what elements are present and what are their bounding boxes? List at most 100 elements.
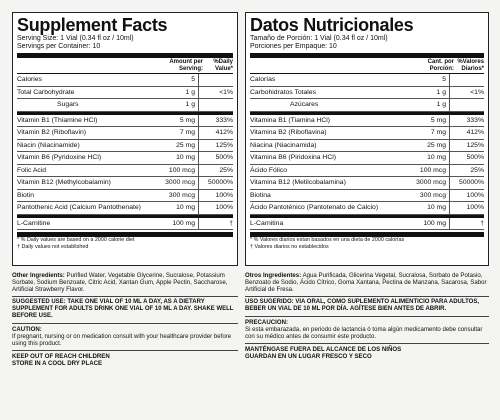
caution-label: PRECAUCION: [245,319,288,326]
nutrient-row: Vitamina B2 (Riboflavina) 7 mg 412% [250,127,484,140]
nutrient-dv: 25% [449,164,484,176]
nutrient-row: Total Carbohydrate 1 g <1% [17,86,233,99]
nutrient-name: Carbohidratos Totales [250,88,316,96]
nutrient-row: Biotina 300 mcg 100% [250,189,484,202]
nutrient-name: Vitamin B1 (Thiamine HCl) [17,116,98,124]
footnote: * % Daily values are based on a 2000 cal… [17,237,135,243]
storage: KEEP OUT OF REACH CHILDREN STORE IN A COO… [12,351,238,367]
footnote: † Valores diarios no establecidos [250,243,329,250]
nutrient-amount: 10 mg [427,154,446,161]
nutrient-row: L-Carnitine 100 mg † [17,217,233,230]
nutrient-row: Sugars 1 g [17,99,233,112]
rule [17,214,233,218]
panel-title: Supplement Facts [17,15,168,35]
storage-line: STORE IN A COOL DRY PLACE [12,360,103,367]
nutrient-dv [449,99,484,111]
nutrient-dv: <1% [449,86,484,98]
nutrient-dv: 25% [198,164,233,176]
ingredients-label: Otros Ingredientes: [245,272,302,279]
nutrient-dv [449,74,484,86]
nutrient-dv: 50000% [449,177,484,189]
nutrient-name: Biotina [250,191,271,199]
nutrient-row: Biotin 300 mcg 100% [17,189,233,202]
facts-panel: Supplement Facts Serving Size: 1 Vial (0.… [12,12,238,266]
serving-size: Serving Size: 1 Vial (0.34 fl oz / 10ml) [17,35,134,42]
nutrient-name: Azúcares [290,101,319,108]
nutrient-name: Total Carbohydrate [17,88,75,96]
nutrient-dv: 500% [198,152,233,164]
nutrient-amount: 3000 mcg [416,179,446,186]
nutrient-name: L-Carnitina [250,219,284,227]
nutrient-row: Vitamina B12 (Metilcobalamina) 3000 mcg 50… [250,177,484,190]
nutrient-amount: 25 mg [427,141,446,149]
ingredients: Otros Ingredientes: Agua Purificada, Gli… [245,270,489,297]
storage: MANTÉNGASE FUERA DEL ALCANCE DE LOS NIÑO… [245,344,489,360]
info-column: Other Ingredients: Purified Water, Veget… [12,270,238,367]
nutrient-amount: 10 mg [176,154,195,161]
nutrient-amount: 5 [442,76,446,83]
nutrient-dv: 100% [198,202,233,214]
nutrient-dv: 100% [198,189,233,201]
nutrient-dv: 412% [198,127,233,139]
nutrient-amount: 1 g [436,101,446,108]
nutrient-row: Ácido Pantoténico (Pantotenato de Calcio… [250,202,484,215]
dv-header: %Valores Diarios* [457,59,484,72]
suggested-use: SUGGESTED USE: TAKE ONE VIAL OF 10 ML A … [12,297,238,324]
nutrient-amount: 1 g [185,88,195,96]
caution: PRECAUCION: Si esta embarazada, en period… [245,317,489,344]
nutrient-row: Niacin (Niacinamide) 25 mg 125% [17,139,233,152]
nutrient-amount: 7 mg [430,129,446,136]
nutrient-row: Ácido Fólico 100 mcg 25% [250,164,484,177]
nutrient-name: Vitamina B1 (Tiamina HCl) [250,116,331,124]
nutrient-amount: 1 g [436,88,446,96]
column-header: Cant. por Porción: %Valores Diarios* [250,58,484,74]
rule [17,53,233,58]
nutrient-name: Calorías [250,76,276,83]
nutrient-amount: 3000 mcg [165,179,195,186]
nutrient-row: Vitamin B6 (Pyridoxine HCl) 10 mg 500% [17,152,233,165]
nutrient-amount: 100 mg [172,219,195,227]
rule [17,111,233,115]
nutrient-name: Niacin (Niacinamide) [17,141,80,149]
facts-panel: Datos Nutricionales Tamaño de Porción: 1 … [245,12,489,266]
rule [17,232,233,237]
nutrient-amount: 300 mcg [419,191,446,199]
nutrient-amount: 1 g [185,101,195,108]
nutrient-name: Folic Acid [17,166,47,174]
nutrient-row: Azúcares 1 g [250,99,484,112]
footnote: * % Valores diarios estan basados en una… [250,237,405,243]
rule [250,232,484,237]
nutrient-dv: 500% [449,152,484,164]
nutrient-amount: 10 mg [176,204,195,211]
nutrient-dv: 333% [198,114,233,126]
nutrient-dv: 50000% [198,177,233,189]
nutrient-name: Calories [17,76,42,83]
nutrient-dv: † [198,217,233,229]
ingredients-text: Purified Water, Vegetable Glycerine, Suc… [12,272,228,293]
caution: CAUTION: If pregnant, nursing or on medic… [12,324,238,351]
servings: Porciones per Empaque: 10 [250,43,337,50]
nutrient-dv [198,74,233,86]
nutrient-row: Carbohidratos Totales 1 g <1% [250,86,484,99]
nutrient-row: Vitamina B6 (Piridoxina HCl) 10 mg 500% [250,152,484,165]
nutrient-amount: 100 mg [423,219,446,227]
nutrient-dv [198,99,233,111]
ingredients: Other Ingredients: Purified Water, Veget… [12,270,238,297]
ingredients-label: Other Ingredients: [12,272,65,279]
nutrient-name: L-Carnitine [17,219,51,227]
nutrient-name: Vitamin B2 (Riboflavin) [17,129,87,136]
nutrient-dv: 125% [449,139,484,151]
nutrient-dv: 412% [449,127,484,139]
caution-label: CAUTION: [12,326,42,333]
nutrient-name: Vitamin B12 (Methylcobalamin) [17,179,111,186]
rule [250,53,484,58]
nutrient-dv: 333% [449,114,484,126]
nutrient-amount: 5 mg [430,116,446,124]
caution-text: Si esta embarazada, en periodo de lactan… [245,326,483,340]
info-column: Otros Ingredientes: Agua Purificada, Gli… [245,270,489,360]
column-header: Amount per Serving: %Daily Value* [17,58,233,74]
nutrient-amount: 7 mg [179,129,195,136]
nutrient-name: Vitamina B2 (Riboflavina) [250,129,327,136]
nutrient-row: Niacina (Niacinamida) 25 mg 125% [250,139,484,152]
nutrient-row: L-Carnitina 100 mg † [250,217,484,230]
